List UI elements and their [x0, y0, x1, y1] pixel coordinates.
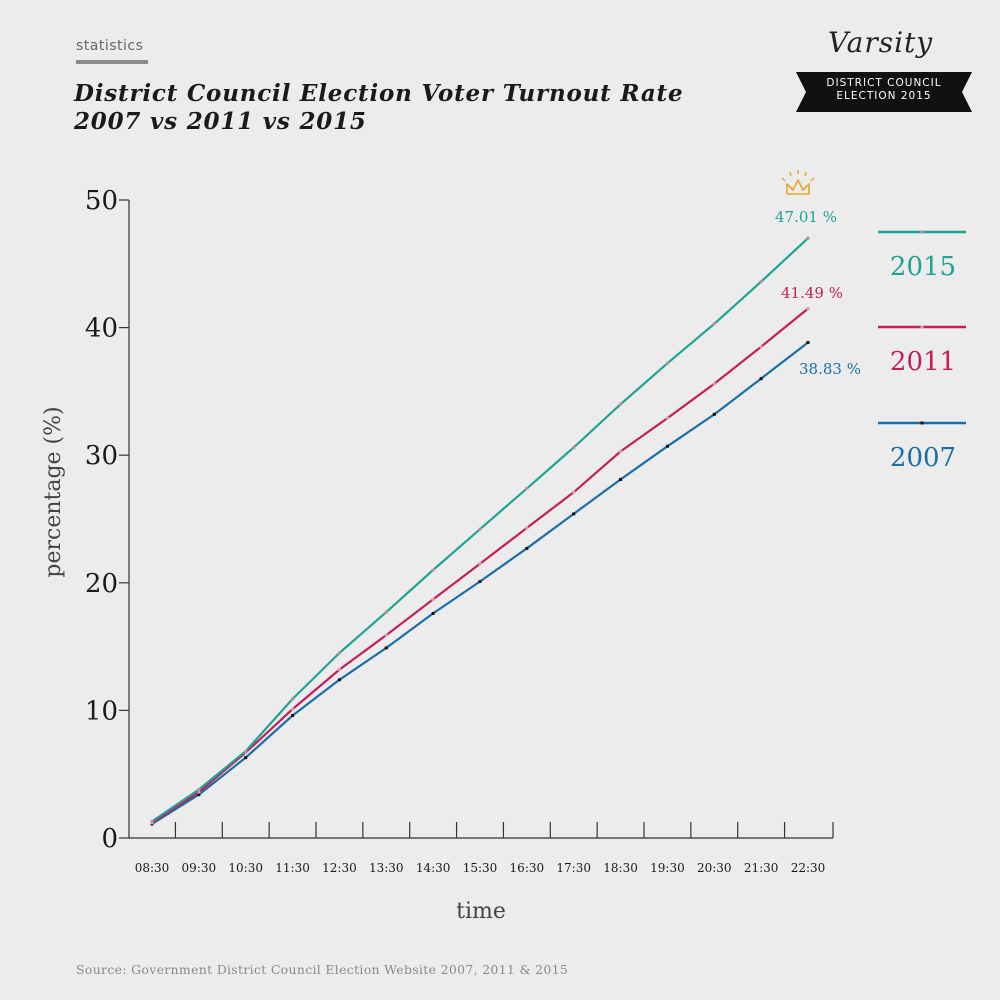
x-tick-label: 18:30 [603, 861, 638, 875]
data-point-2015 [150, 819, 154, 823]
data-point-2007 [572, 512, 576, 516]
data-point-2011 [665, 416, 669, 420]
legend-marker-2011 [920, 325, 924, 329]
data-point-2011 [197, 790, 201, 794]
crown-ray [789, 171, 792, 177]
data-point-2007 [525, 546, 529, 550]
data-point-2007 [712, 412, 716, 416]
category-tag: statistics [76, 38, 144, 54]
x-tick-label: 20:30 [697, 861, 732, 875]
chart-title: District Council Election Voter Turnout … [74, 80, 683, 136]
election-ribbon-badge [796, 72, 972, 112]
category-underline [76, 60, 148, 64]
data-point-2015 [197, 788, 201, 792]
varsity-logo: Varsity [828, 26, 934, 59]
data-point-2007 [384, 646, 388, 650]
x-tick-label: 21:30 [744, 861, 779, 875]
data-point-2007 [665, 444, 669, 448]
y-tick-label: 30 [85, 441, 118, 471]
legend-label-2007: 2007 [890, 443, 956, 473]
x-tick-label: 19:30 [650, 861, 685, 875]
x-tick-label: 11:30 [275, 861, 310, 875]
data-point-2015 [244, 749, 248, 753]
data-point-2015 [712, 322, 716, 326]
crown-ray [804, 171, 807, 177]
x-tick-label: 08:30 [135, 861, 170, 875]
legend-label-2011: 2011 [890, 347, 956, 377]
data-point-2015 [665, 361, 669, 365]
data-point-2011 [619, 449, 623, 453]
y-axis-title: percentage (%) [41, 406, 66, 577]
data-point-2007 [759, 377, 763, 381]
data-point-2015 [291, 697, 295, 701]
crown-icon [781, 170, 815, 195]
y-tick-label: 40 [85, 314, 118, 344]
data-point-2015 [806, 236, 810, 240]
data-point-2007 [197, 793, 201, 797]
data-point-2007 [806, 341, 810, 345]
data-point-2015 [337, 651, 341, 655]
ribbon-text: DISTRICT COUNCIL ELECTION 2015 [800, 77, 968, 103]
end-value-label-2011: 41.49 % [781, 284, 843, 302]
crown-outline [786, 179, 810, 195]
data-point-2011 [337, 668, 341, 672]
data-point-2007 [478, 580, 482, 584]
data-point-2007 [431, 611, 435, 615]
legend-marker-2015 [920, 230, 924, 234]
y-tick-label: 0 [101, 824, 118, 854]
data-point-2015 [431, 568, 435, 572]
ribbon-line2: ELECTION 2015 [836, 90, 932, 102]
x-tick-label: 22:30 [791, 861, 826, 875]
data-point-2015 [525, 486, 529, 490]
data-point-2011 [478, 562, 482, 566]
data-point-2007 [244, 756, 248, 760]
x-tick-label: 10:30 [228, 861, 263, 875]
y-tick-label: 20 [85, 569, 118, 599]
data-point-2011 [291, 707, 295, 711]
data-point-2007 [337, 678, 341, 682]
x-tick-label: 16:30 [510, 861, 545, 875]
crown-ray [810, 177, 815, 182]
source-note: Source: Government District Council Elec… [76, 962, 569, 977]
x-tick-label: 15:30 [463, 861, 498, 875]
data-point-2011 [759, 345, 763, 349]
data-point-2011 [712, 382, 716, 386]
data-point-2015 [759, 280, 763, 284]
crown-ray [781, 177, 786, 182]
x-tick-label: 09:30 [182, 861, 217, 875]
series-line-2007 [151, 341, 809, 825]
data-point-2015 [384, 610, 388, 614]
data-point-2011 [525, 526, 529, 530]
x-tick-label: 12:30 [322, 861, 357, 875]
data-point-2011 [572, 490, 576, 494]
data-point-2007 [291, 714, 295, 718]
data-point-2015 [619, 402, 623, 406]
x-tick-label: 14:30 [416, 861, 451, 875]
y-tick-label: 50 [85, 186, 118, 216]
data-point-2015 [478, 527, 482, 531]
data-point-2015 [572, 446, 576, 450]
legend-marker-2007 [920, 421, 924, 425]
legend-label-2015: 2015 [890, 252, 956, 282]
x-tick-label: 13:30 [369, 861, 404, 875]
y-tick-label: 10 [85, 696, 118, 726]
ribbon-line1: DISTRICT COUNCIL [826, 77, 942, 89]
chart-title-line1: District Council Election Voter Turnout … [74, 80, 684, 107]
data-point-2011 [384, 633, 388, 637]
end-value-label-2007: 38.83 % [799, 360, 861, 378]
end-value-label-2015: 47.01 % [775, 208, 837, 226]
data-point-2011 [431, 597, 435, 601]
data-point-2007 [619, 477, 623, 481]
x-tick-label: 17:30 [556, 861, 591, 875]
x-axis-title: time [456, 899, 506, 924]
chart-title-line2: 2007 vs 2011 vs 2015 [74, 108, 367, 135]
data-point-2011 [806, 307, 810, 311]
